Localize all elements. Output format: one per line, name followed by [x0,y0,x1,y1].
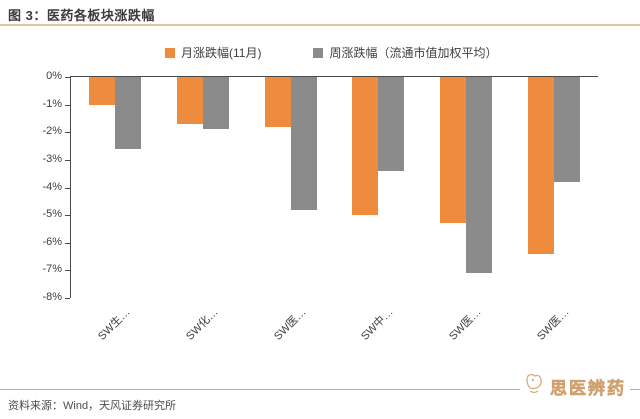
plot-area [65,76,598,299]
source-note: 资料来源：Wind，天风证券研究所 [8,400,177,412]
legend-swatch-icon [313,47,324,58]
y-tick-mark [65,77,70,78]
y-tick-mark [65,298,70,299]
bar-month-3 [352,77,379,216]
bar-month-0 [88,77,115,105]
bar-month-1 [176,77,203,124]
bar-week-0 [114,77,141,149]
page-title: 图 3：医药各板块涨跌幅 [8,8,155,23]
y-axis-label: -2% [42,125,62,138]
bar-week-5 [554,77,581,182]
legend-item-1: 周涨跌幅（流通市值加权平均） [313,44,497,61]
legend-label: 月涨跌幅(11月) [181,46,262,60]
bar-month-2 [264,77,291,127]
y-axis-label: -3% [42,152,62,165]
y-tick-mark [65,187,70,189]
x-axis-label-5: SW医… [535,306,572,343]
y-axis-label: 0% [46,70,62,82]
x-axis-label-4: SW医… [447,306,484,343]
bar-month-5 [528,77,555,254]
y-axis-label: -8% [42,291,62,303]
legend-label: 周涨跌幅（流通市值加权平均） [329,46,498,60]
bar-week-4 [466,77,493,274]
bar-week-3 [378,77,405,171]
x-axis-label-3: SW中… [359,306,397,343]
bar-week-1 [202,77,229,130]
legend-item-0: 月涨跌幅(11月) [165,44,261,61]
y-axis-label: -4% [42,180,62,193]
y-tick-mark [65,242,70,244]
y-axis-label: -5% [42,208,62,221]
brand-logo: 思医辨药 [520,372,630,401]
x-axis-label-1: SW化… [183,306,221,343]
legend-swatch-icon [165,47,175,58]
x-axis-label-2: SW医… [271,306,309,343]
bird-doodle-icon [524,372,546,401]
y-tick-mark [65,159,70,161]
y-axis-label: -6% [42,235,62,248]
y-tick-mark [65,270,70,272]
y-tick-mark [65,104,70,106]
y-tick-mark [65,215,70,217]
bar-week-2 [290,77,317,210]
y-tick-mark [65,132,70,134]
y-axis-label: -7% [42,263,62,276]
header-rule [0,24,640,26]
bar-month-4 [440,77,467,224]
chart-legend: 月涨跌幅(11月) 周涨跌幅（流通市值加权平均） [165,44,497,61]
x-axis-label-0: SW生… [95,306,133,343]
brand-logo-text: 思医辨药 [550,379,626,399]
footer-rule [0,389,640,390]
y-axis-label: -1% [42,97,62,110]
